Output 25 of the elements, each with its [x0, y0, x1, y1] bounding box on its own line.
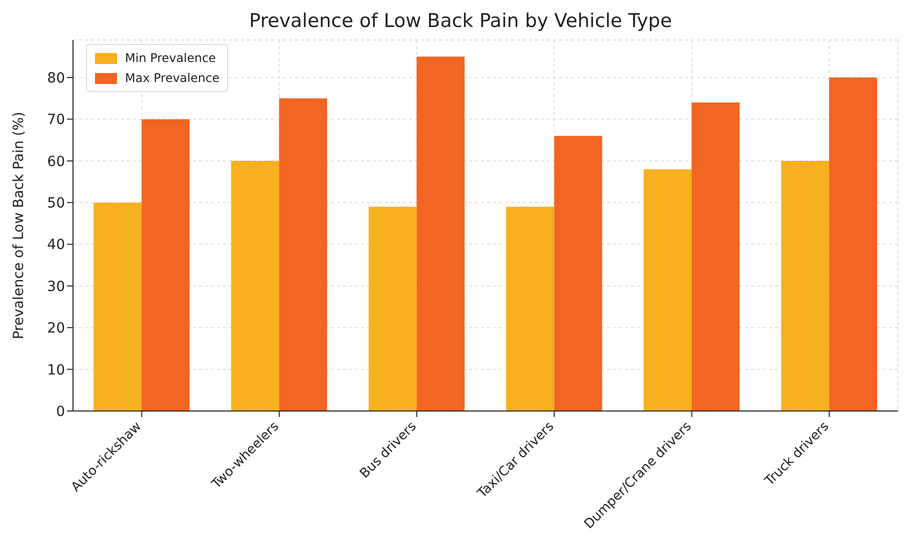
bar — [279, 98, 328, 411]
bar — [506, 206, 554, 411]
bar — [231, 160, 280, 411]
bar — [781, 160, 830, 411]
bar — [368, 206, 417, 411]
y-tick-label: 20 — [47, 320, 65, 337]
bar — [94, 202, 142, 411]
bar — [554, 136, 602, 411]
bar — [416, 56, 465, 411]
y-tick-label: 10 — [47, 362, 65, 378]
y-tick-label: 0 — [56, 404, 65, 420]
chart-title: Prevalence of Low Back Pain by Vehicle Type — [248, 9, 673, 34]
legend-label: Min Prevalence — [125, 51, 216, 65]
bar — [644, 169, 692, 411]
y-tick-label: 50 — [47, 196, 65, 212]
bar — [829, 78, 878, 411]
bar — [142, 119, 190, 411]
y-axis-title: Prevalence of Low Back Pain (%) — [10, 112, 27, 340]
y-tick-label: 80 — [47, 70, 65, 86]
legend-label: Max Prevalence — [125, 71, 220, 85]
y-tick-label: 30 — [47, 278, 65, 295]
y-tick-label: 40 — [47, 237, 65, 254]
y-tick-label: 60 — [47, 154, 65, 170]
bar — [692, 102, 740, 411]
y-tick-label: 70 — [47, 112, 65, 128]
